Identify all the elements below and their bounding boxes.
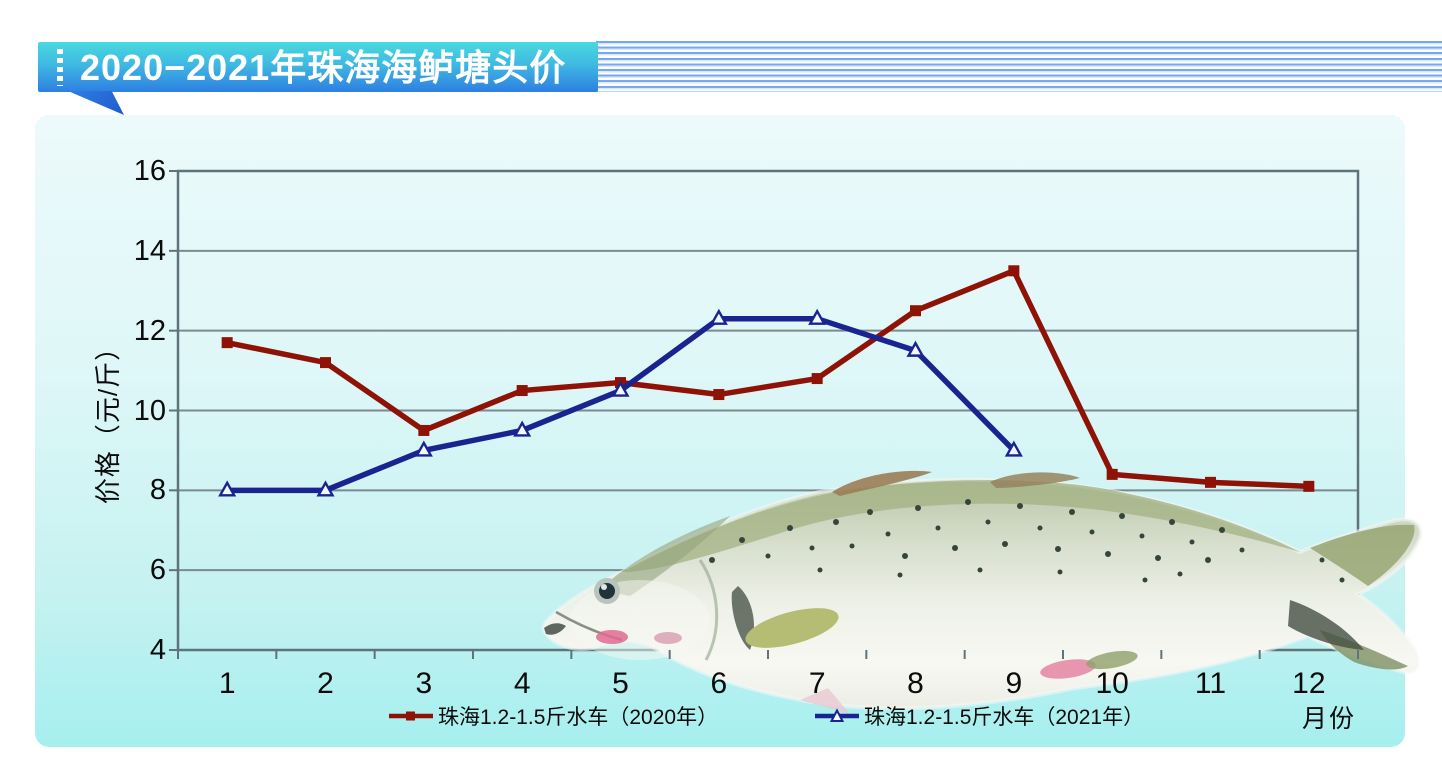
y-tick-label: 10 xyxy=(133,394,166,427)
fish-eye-highlight xyxy=(601,584,607,590)
banner-dashed-line xyxy=(57,49,63,86)
fish-anal-fin-pink xyxy=(1040,659,1096,679)
fish-head-shade xyxy=(600,516,730,596)
fish-pectoral-fin xyxy=(745,608,839,648)
x-tick-label: 4 xyxy=(513,667,531,700)
fish-spots xyxy=(709,499,1345,583)
legend-item-2021: 珠海1.2-1.5斤水车（2021年） xyxy=(814,703,1144,729)
x-tick-label: 10 xyxy=(1095,667,1129,700)
x-tick-label: 5 xyxy=(612,667,629,700)
y-tick-label: 6 xyxy=(149,554,166,587)
fish-dorsal-fin xyxy=(832,470,932,496)
x-tick-label: 6 xyxy=(710,667,728,700)
legend-label-2021: 珠海1.2-1.5斤水车（2021年） xyxy=(864,706,1145,729)
fish-gill-line xyxy=(698,559,719,661)
fish-head-highlight xyxy=(570,580,710,660)
x-tick-label: 11 xyxy=(1194,667,1227,700)
y-tick-label: 4 xyxy=(149,634,166,666)
legend-marker-2021 xyxy=(815,708,859,722)
y-tick-label: 14 xyxy=(133,234,166,267)
decorative-stripes xyxy=(596,41,1442,92)
x-tick-label: 8 xyxy=(907,667,924,700)
x-tick-label: 3 xyxy=(415,667,433,700)
y-tick-label: 12 xyxy=(133,314,166,347)
fish-lip-pink-2 xyxy=(654,632,682,644)
axis-ticks-layer xyxy=(169,170,1359,659)
x-tick-label: 7 xyxy=(808,667,826,700)
x-axis-title: 月份 xyxy=(1302,705,1357,733)
y-tick-label: 16 xyxy=(133,155,166,187)
fish-tail-base-shadow xyxy=(1288,600,1364,650)
fish-lip-pink xyxy=(596,630,628,644)
fish-pelvic-fin xyxy=(800,688,850,714)
fish-jaw-tip xyxy=(544,623,566,635)
page-title: 2020−2021年珠海海鲈塘头价 xyxy=(80,47,567,88)
title-banner: 2020−2021年珠海海鲈塘头价 xyxy=(38,42,598,92)
x-tick-label: 1 xyxy=(218,667,236,700)
legend-marker-2020 xyxy=(389,711,433,721)
fish-eye-pupil xyxy=(599,583,615,599)
series-layer xyxy=(218,265,1315,497)
sea-bass-image xyxy=(541,470,1423,714)
fish-dorsal-fin-2 xyxy=(990,472,1080,488)
x-tick-label: 12 xyxy=(1292,667,1326,700)
legend-item-2020: 珠海1.2-1.5斤水车（2020年） xyxy=(388,703,718,729)
fish-back-shade xyxy=(622,480,1300,572)
fish-tail-upper xyxy=(1310,524,1415,586)
y-tick-label: 8 xyxy=(149,474,166,507)
legend-label-2020: 珠海1.2-1.5斤水车（2020年） xyxy=(438,706,719,729)
x-tick-label: 2 xyxy=(317,667,334,700)
x-tick-label: 9 xyxy=(1005,667,1023,700)
fish-anal-fin-green xyxy=(1086,650,1138,670)
y-axis-title: 价格（元/斤） xyxy=(93,333,123,505)
